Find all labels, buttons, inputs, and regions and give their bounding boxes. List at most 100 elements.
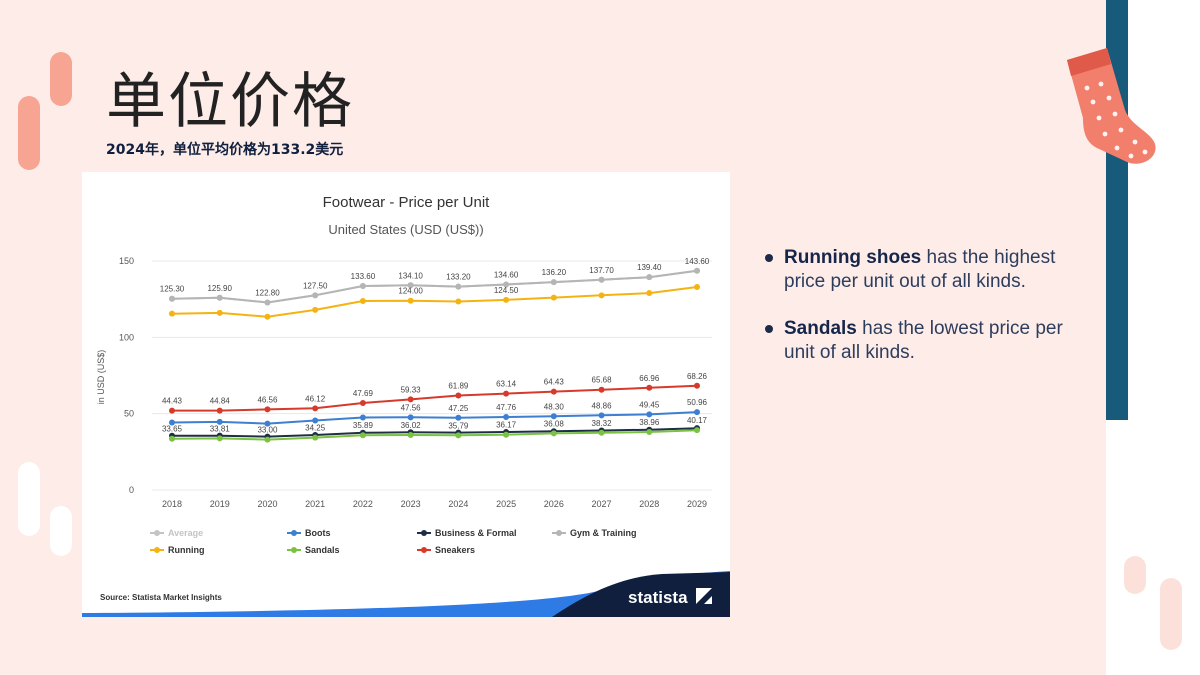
data-point (216, 309, 223, 316)
page-subtitle: 2024年，单位平均价格为133.2美元 (106, 142, 344, 158)
chart-card: Footwear - Price per Unit United States … (82, 172, 730, 617)
decor-pill-5 (1124, 556, 1146, 594)
statista-logo-mark (696, 588, 712, 604)
data-point (407, 282, 414, 289)
series-line (171, 269, 698, 304)
data-point (646, 290, 653, 297)
data-point (503, 390, 510, 397)
data-label: 124.00 (398, 287, 423, 296)
data-point (646, 411, 653, 418)
data-point (359, 297, 366, 304)
data-label: 33.81 (210, 424, 231, 433)
data-point (646, 428, 653, 435)
legend-item: Sandals (287, 545, 340, 555)
data-label: 34.25 (305, 424, 326, 433)
data-label: 133.60 (351, 272, 376, 281)
data-label: 36.08 (544, 419, 565, 428)
data-point (550, 430, 557, 437)
x-tick-label: 2023 (401, 499, 421, 509)
data-label: 38.32 (592, 419, 613, 428)
data-point (312, 405, 319, 412)
data-point (598, 412, 605, 419)
data-label: 133.20 (446, 273, 471, 282)
data-point (455, 392, 462, 399)
data-label: 47.56 (401, 403, 422, 412)
series-line (171, 427, 698, 438)
insight-running-emphasis: Running shoes (784, 247, 922, 268)
data-label: 122.80 (255, 289, 280, 298)
data-label: 134.60 (494, 271, 519, 280)
footer-wave-accent (82, 571, 730, 617)
data-label: 47.25 (448, 404, 469, 413)
statista-logo: statista (628, 588, 688, 607)
data-point (169, 310, 175, 317)
chart-source: Source: Statista Market Insights (100, 593, 222, 602)
data-label: 125.30 (160, 285, 185, 294)
legend-item: Boots (287, 528, 331, 538)
data-point (503, 281, 510, 288)
legend-item: Sneakers (417, 545, 475, 555)
data-label: 44.43 (162, 397, 183, 406)
series-line (171, 411, 698, 425)
data-point (694, 409, 700, 416)
legend-item: Running (150, 545, 205, 555)
data-point (598, 276, 605, 283)
x-tick-label: 2026 (544, 499, 564, 509)
data-point (169, 407, 175, 414)
data-label: 137.70 (589, 266, 614, 275)
data-label: 64.43 (544, 378, 565, 387)
data-label: 63.14 (496, 380, 517, 389)
data-point (407, 396, 414, 403)
legend-item: Average (150, 528, 203, 538)
y-axis-label: in USD (US$) (96, 350, 106, 405)
data-point (312, 417, 319, 424)
data-point (312, 292, 319, 299)
insight-running: Running shoes has the highest price per … (762, 246, 1082, 294)
decor-pill-1 (50, 52, 72, 106)
data-point (503, 414, 510, 421)
data-point (359, 283, 366, 290)
y-tick-label: 150 (119, 256, 134, 266)
legend-label: Business & Formal (435, 528, 517, 538)
chart-title: Footwear - Price per Unit (323, 194, 491, 211)
insight-sandals-emphasis: Sandals (784, 318, 857, 339)
x-tick-label: 2025 (496, 499, 516, 509)
data-point (264, 406, 271, 413)
data-point (598, 386, 605, 393)
sock-icon (1067, 48, 1156, 164)
data-point (169, 295, 175, 302)
series-line (171, 286, 698, 318)
data-label: 47.76 (496, 403, 517, 412)
data-label: 49.45 (639, 400, 660, 409)
series-line (171, 429, 698, 441)
data-point (598, 429, 605, 436)
data-point (646, 384, 653, 391)
data-point (359, 432, 366, 439)
data-point (359, 399, 366, 406)
data-point (455, 414, 462, 421)
data-point (503, 431, 510, 438)
x-tick-label: 2019 (210, 499, 230, 509)
data-label: 46.56 (257, 395, 278, 404)
x-tick-label: 2029 (687, 499, 707, 509)
data-label: 46.12 (305, 394, 326, 403)
decor-pill-3 (18, 462, 40, 536)
data-point (264, 420, 271, 427)
legend-label: Sandals (305, 545, 340, 555)
x-tick-label: 2018 (162, 499, 182, 509)
line-chart: Footwear - Price per Unit United States … (82, 194, 730, 617)
insight-sandals: Sandals has the lowest price per unit of… (762, 317, 1082, 365)
y-tick-label: 100 (119, 332, 134, 342)
data-label: 44.84 (210, 397, 231, 406)
series-line (172, 384, 698, 412)
insight-list: Running shoes has the highest price per … (762, 246, 1082, 388)
data-point (169, 435, 175, 442)
legend-label: Running (168, 545, 205, 555)
x-tick-label: 2020 (257, 499, 277, 509)
legend-item: Gym & Training (552, 528, 637, 538)
data-point (646, 274, 653, 281)
chart-subtitle: United States (USD (US$)) (328, 222, 483, 237)
data-label: 33.65 (162, 425, 183, 434)
data-point (216, 407, 223, 414)
x-tick-label: 2022 (353, 499, 373, 509)
